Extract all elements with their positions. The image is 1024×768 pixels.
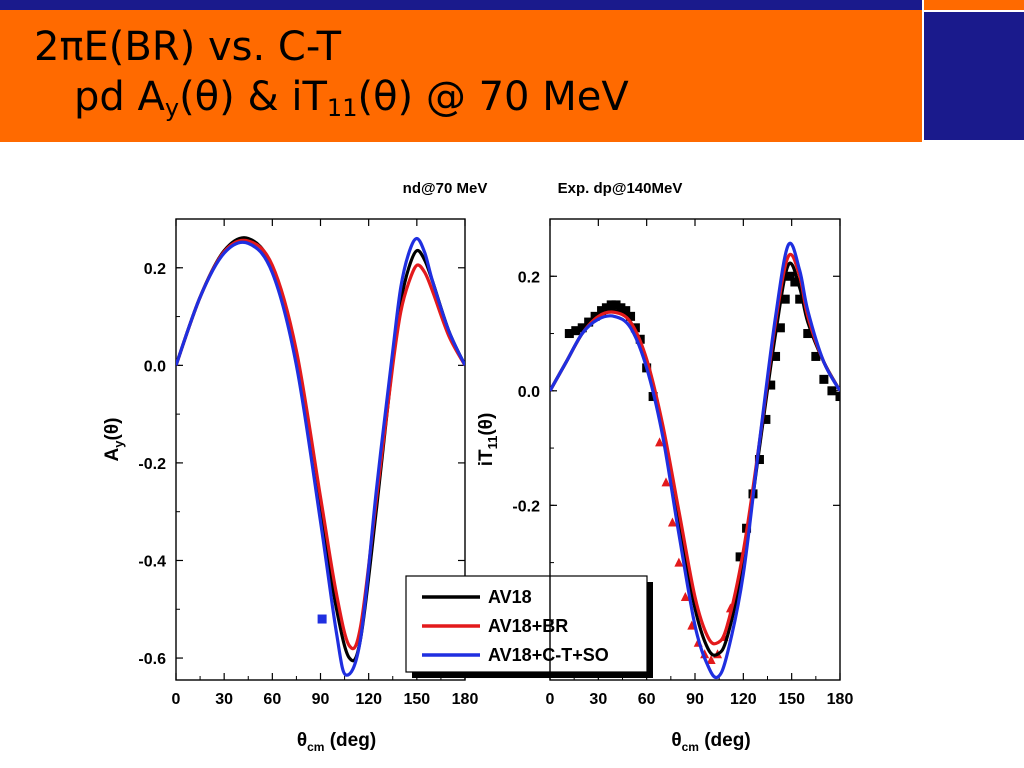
data-point-square xyxy=(564,329,574,339)
data-point-triangle xyxy=(661,477,671,487)
y-tick-label: -0.4 xyxy=(138,553,166,570)
corner-accent-top xyxy=(924,0,1024,10)
data-point-square xyxy=(803,329,813,339)
legend-entry-label: AV18+C-T+SO xyxy=(488,645,609,665)
data-point-square xyxy=(571,326,581,336)
data-point-square xyxy=(811,351,821,361)
data-point-square xyxy=(771,351,781,361)
data-point-triangle xyxy=(674,557,684,567)
data-point-square xyxy=(761,414,771,424)
data-point-square xyxy=(577,323,587,333)
data-point-square xyxy=(790,277,800,287)
y-tick-label: 0.0 xyxy=(144,358,166,375)
legend-entry-label: AV18+BR xyxy=(488,616,568,636)
series-line-av18-br xyxy=(176,238,465,651)
top-accent-bar xyxy=(0,0,922,10)
data-point-triangle xyxy=(655,437,665,447)
series-line-av18-br xyxy=(550,252,840,646)
y-tick-label: 0.2 xyxy=(518,269,540,286)
y-tick-label: -0.2 xyxy=(512,498,540,515)
data-point-square xyxy=(795,294,805,304)
data-point-square xyxy=(584,317,594,327)
data-point-square xyxy=(601,303,611,313)
title-line-2: pd Ay(θ) & iT11(θ) @ 70 MeV xyxy=(34,72,629,122)
y-axis-label: Ay(θ) xyxy=(102,418,126,462)
data-point-square xyxy=(606,300,616,310)
x-tick-label: 60 xyxy=(263,691,281,708)
x-tick-label: 30 xyxy=(215,691,233,708)
x-tick-label: 180 xyxy=(827,691,854,708)
y-tick-label: -0.2 xyxy=(138,456,166,473)
data-point-triangle xyxy=(680,591,690,601)
legend-entry-label: AV18 xyxy=(488,587,532,607)
data-point-square xyxy=(317,614,327,624)
title-line-2-prefix: pd A xyxy=(74,74,165,120)
chart-legend: AV18 AV18+BR AV18+C-T+SO xyxy=(405,575,653,678)
data-point-square xyxy=(611,300,621,310)
data-point-square xyxy=(597,306,607,316)
x-tick-label: 120 xyxy=(730,691,757,708)
x-tick-label: 90 xyxy=(686,691,704,708)
x-tick-label: 120 xyxy=(355,691,382,708)
data-point-square xyxy=(626,311,636,321)
x-tick-label: 30 xyxy=(589,691,607,708)
x-axis-label: θcm (deg) xyxy=(671,730,750,754)
plot-area xyxy=(176,236,465,677)
y-tick-label: 0.0 xyxy=(518,384,540,401)
data-point-square xyxy=(735,552,745,562)
title-sub-y: y xyxy=(164,94,180,122)
data-point-square xyxy=(766,380,776,390)
y-tick-label: -0.6 xyxy=(138,651,166,668)
x-tick-label: 90 xyxy=(312,691,330,708)
y-axis-label: iT11(θ) xyxy=(476,413,500,467)
x-tick-label: 60 xyxy=(638,691,656,708)
series-line-av18-c-t-so xyxy=(550,241,840,680)
data-point-square xyxy=(785,271,795,281)
data-point-square xyxy=(780,294,790,304)
title-line-2-mid: (θ) & iT xyxy=(179,74,327,120)
title-line-1: 2πE(BR) vs. C-T xyxy=(34,24,342,70)
data-point-square xyxy=(835,392,840,402)
x-tick-label: 180 xyxy=(452,691,479,708)
data-point-square xyxy=(590,311,600,321)
data-point-square xyxy=(819,374,829,384)
x-tick-label: 0 xyxy=(172,691,181,708)
slide-title: 2πE(BR) vs. C-T pd Ay(θ) & iT11(θ) @ 70 … xyxy=(34,22,629,122)
title-band xyxy=(0,10,922,142)
x-tick-label: 150 xyxy=(403,691,430,708)
corner-accent-block xyxy=(924,12,1024,140)
title-sub-11: 11 xyxy=(326,94,358,122)
title-line-2-suffix: (θ) @ 70 MeV xyxy=(357,74,629,120)
x-tick-label: 0 xyxy=(546,691,555,708)
data-point-triangle xyxy=(706,654,716,664)
data-point-square xyxy=(616,303,626,313)
chart-header-label: nd@70 MeV xyxy=(403,180,488,197)
series-line-av18-c-t-so xyxy=(176,236,465,677)
x-tick-label: 150 xyxy=(778,691,805,708)
plot-area xyxy=(550,241,840,680)
chart-panel-1: nd@70 MeV 0 30 60 90 120 150 180 0.2 0.0 -0.2 -0.4 -… xyxy=(102,180,653,754)
chart-panel-2: Exp. dp@140MeV 0 30 60 90 120 150 180 0.2 0.0 -0.2… xyxy=(476,180,853,754)
data-point-square xyxy=(621,306,631,316)
data-point-square xyxy=(827,386,837,396)
y-tick-label: 0.2 xyxy=(144,261,166,278)
chart-header-label: Exp. dp@140MeV xyxy=(558,180,683,197)
data-point-square xyxy=(775,323,785,333)
data-point-triangle xyxy=(667,517,677,527)
x-axis-label: θcm (deg) xyxy=(297,730,376,754)
